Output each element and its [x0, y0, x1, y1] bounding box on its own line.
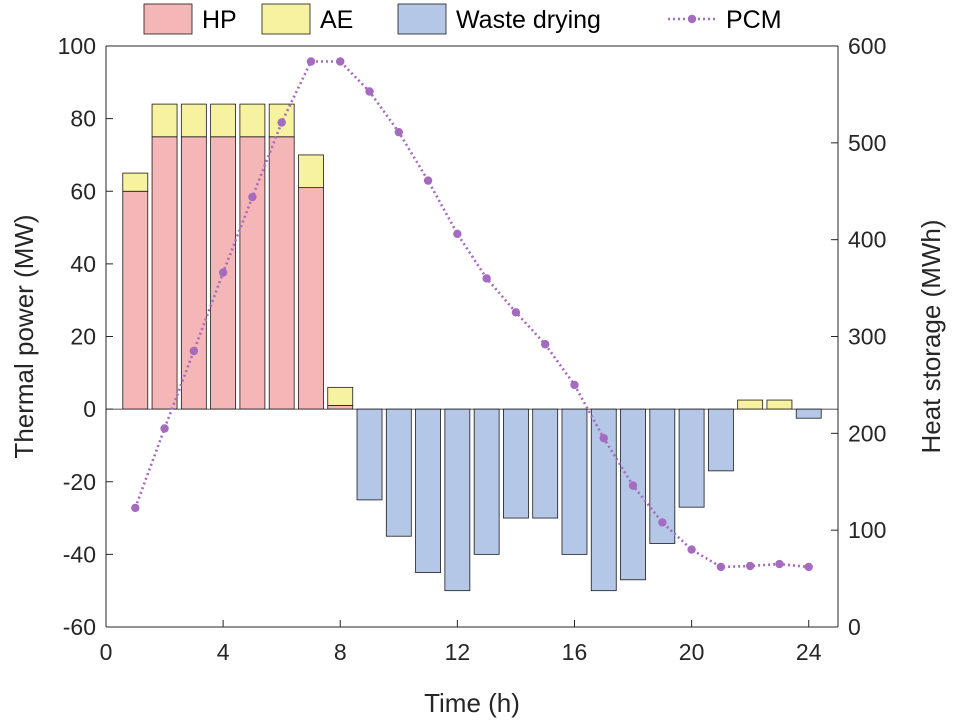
bar-ae [151, 103, 178, 138]
bar-waste-drying [444, 408, 471, 592]
legend-label-pcm: PCM [726, 6, 782, 34]
pcm-point [277, 118, 286, 127]
y-tick-label: -60 [63, 614, 96, 640]
legend-swatch-ae [261, 3, 311, 35]
y-tick-label: 20 [70, 324, 96, 350]
y-tick-label: 0 [83, 396, 96, 422]
x-axis-title: Time (h) [424, 688, 520, 718]
bar-ae [122, 172, 149, 192]
pcm-point [687, 545, 696, 554]
bar-ae [180, 103, 207, 138]
y2-tick-label: 200 [848, 420, 886, 446]
legend-label-ae: AE [320, 6, 353, 34]
bar-waste-drying [532, 408, 559, 519]
ticks: 0 4 8 12 16 20 24 -60 -40 -20 0 20 40 60 80 100 0 100 200 3… [58, 33, 887, 665]
pcm-point [658, 518, 667, 527]
x-tick-label: 24 [796, 639, 822, 665]
legend-swatch-waste-drying [397, 3, 447, 35]
bars [122, 103, 822, 592]
axis-titles: Time (h) Thermal power (MW) Heat storage… [9, 214, 946, 718]
pcm-point [394, 127, 403, 137]
pcm-point [453, 229, 462, 239]
y-axis-title: Thermal power (MW) [9, 214, 39, 458]
bar-ae [210, 103, 237, 138]
pcm-point [745, 561, 755, 571]
pcm-point [775, 559, 784, 569]
legend-label-hp: HP [202, 6, 237, 34]
bar-ae [298, 154, 324, 189]
pcm-point [189, 346, 199, 356]
y-tick-label: -20 [63, 469, 96, 495]
bar-ae [766, 399, 793, 410]
x-tick-label: 0 [100, 639, 113, 665]
y2-tick-label: 400 [848, 227, 886, 253]
pcm-point [218, 268, 228, 277]
bar-waste-drying [795, 408, 822, 419]
x-tick-label: 12 [445, 639, 471, 665]
y2-axis-title: Heat storage (MWh) [916, 219, 946, 453]
legend-swatch-hp [143, 3, 193, 35]
y2-tick-label: 500 [848, 130, 886, 156]
y-tick-label: 40 [70, 251, 96, 277]
pcm-point [365, 87, 374, 96]
bar-waste-drying [415, 408, 441, 573]
bar-hp [327, 405, 354, 410]
y2-tick-label: 300 [848, 324, 886, 350]
pcm-point [628, 481, 638, 490]
legend: HP AE Waste drying PCM [143, 3, 782, 35]
bar-waste-drying [620, 408, 646, 581]
bar-hp [298, 187, 324, 410]
bar-hp [180, 136, 207, 410]
y2-tick-label: 0 [848, 614, 861, 640]
pcm-point [248, 192, 257, 202]
x-tick-label: 16 [562, 639, 588, 665]
pcm-point [599, 433, 608, 443]
bar-hp [122, 190, 149, 410]
y2-tick-label: 100 [848, 517, 886, 543]
pcm-line [131, 57, 813, 572]
x-tick-label: 8 [334, 639, 347, 665]
bar-waste-drying [649, 408, 676, 544]
bar-hp [239, 136, 266, 410]
bar-waste-drying [503, 408, 529, 519]
pcm-point [541, 340, 550, 349]
pcm-point [131, 503, 140, 513]
bar-waste-drying [385, 408, 412, 537]
x-tick-label: 4 [217, 639, 230, 665]
pcm-point [336, 57, 345, 66]
bar-hp [268, 136, 295, 410]
bar-waste-drying [356, 408, 383, 501]
pcm-point [511, 308, 521, 317]
pcm-point [306, 57, 316, 66]
legend-label-waste-drying: Waste drying [456, 6, 601, 34]
y-tick-label: 100 [58, 33, 96, 59]
pcm-point [716, 562, 726, 572]
y-tick-label: -40 [63, 541, 96, 567]
pcm-point [423, 176, 433, 185]
pcm-point [160, 424, 169, 433]
pcm-point [482, 274, 491, 283]
x-tick-label: 20 [679, 639, 705, 665]
bar-waste-drying [707, 408, 734, 472]
bar-waste-drying [678, 408, 705, 508]
y2-tick-label: 600 [848, 33, 886, 59]
bar-ae [327, 386, 354, 406]
bar-ae [737, 399, 764, 410]
pcm-point [570, 380, 579, 390]
bar-hp [151, 136, 178, 410]
legend-marker-pcm [687, 14, 697, 24]
pcm-series-line [134, 60, 809, 569]
y-tick-label: 80 [70, 106, 96, 132]
pcm-point [804, 562, 813, 572]
bar-waste-drying [561, 408, 588, 555]
bar-ae [239, 103, 266, 138]
bar-waste-drying [473, 408, 500, 555]
y-tick-label: 60 [70, 178, 96, 204]
